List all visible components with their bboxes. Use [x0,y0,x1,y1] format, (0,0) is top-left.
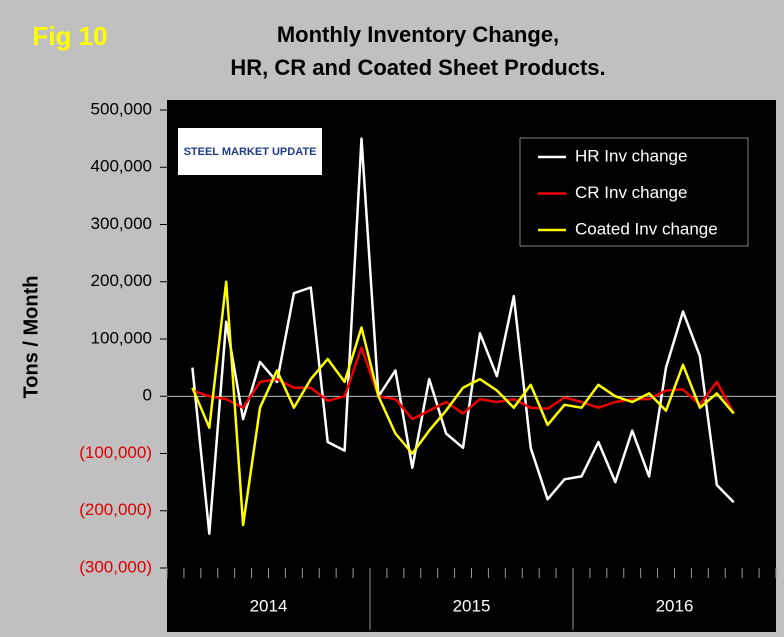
legend-label: Coated Inv change [575,219,718,238]
y-tick-label: (200,000) [79,500,152,519]
y-tick-label: (100,000) [79,443,152,462]
y-tick-label: (300,000) [79,557,152,576]
series-line [191,137,735,535]
figure-label: Fig 10 [32,21,107,51]
y-tick-label: 100,000 [91,328,152,347]
series-line [191,280,735,527]
chart-title: Monthly Inventory Change, [277,22,559,47]
y-tick-label: 400,000 [91,157,152,176]
year-label: 2015 [453,596,491,615]
chart-subtitle: HR, CR and Coated Sheet Products. [230,55,605,80]
y-tick-label: 300,000 [91,214,152,233]
legend-label: HR Inv change [575,146,687,165]
logo-box [178,128,322,175]
y-tick-label: 0 [143,386,152,405]
year-label: 2016 [656,596,694,615]
y-tick-label: 500,000 [91,99,152,118]
y-tick-label: 200,000 [91,271,152,290]
legend-label: CR Inv change [575,183,687,202]
y-axis-label: Tons / Month [20,276,42,399]
logo: STEEL MARKET UPDATE [184,146,317,158]
year-label: 2014 [250,596,288,615]
